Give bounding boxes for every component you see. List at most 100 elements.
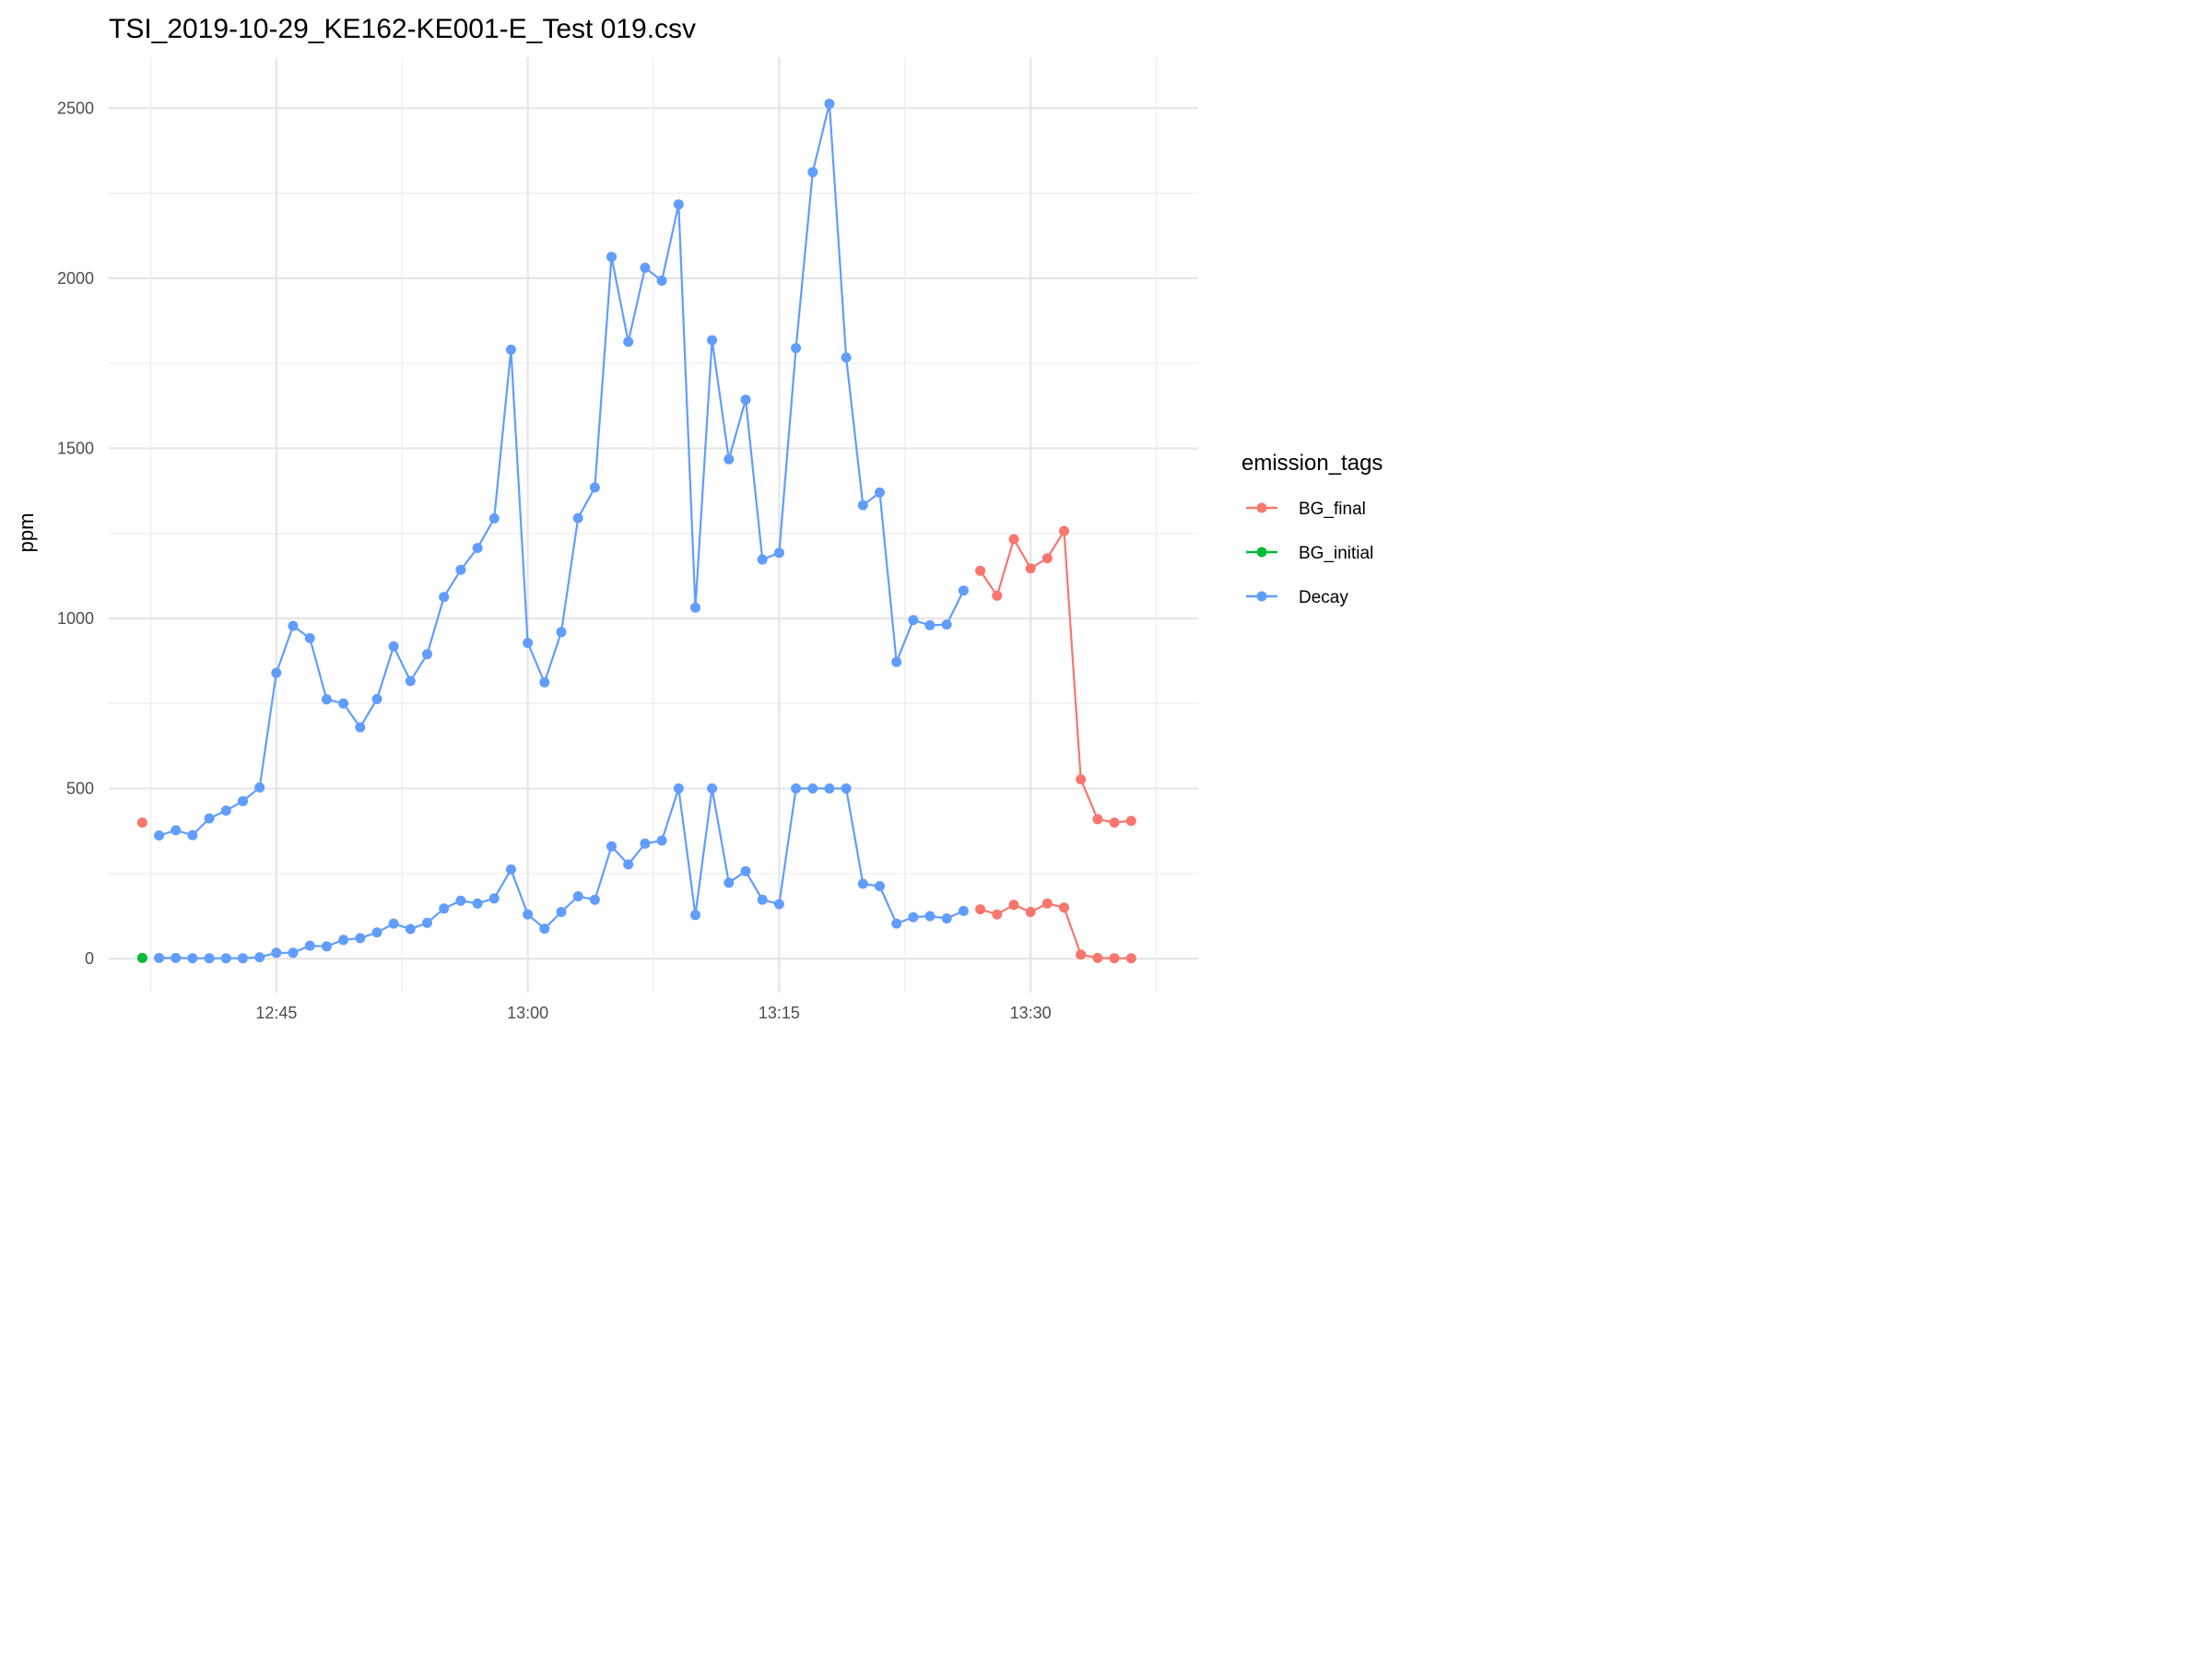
legend-label: BG_final: [1299, 500, 1366, 519]
data-point-BG_final: [1059, 902, 1069, 913]
data-point-BG_final: [1109, 953, 1120, 964]
x-tick-label: 13:00: [507, 1004, 548, 1022]
data-point-Decay: [572, 891, 583, 901]
data-point-Decay: [388, 918, 399, 929]
legend-key-point: [1256, 591, 1267, 602]
data-point-BG_final: [1025, 563, 1036, 574]
legend-item-Decay: Decay: [1246, 588, 1348, 607]
data-point-Decay: [875, 881, 885, 891]
data-point-BG_initial: [136, 952, 147, 963]
series-BG_initial: [136, 818, 147, 828]
data-point-Decay: [271, 947, 282, 959]
data-point-Decay: [355, 933, 366, 944]
data-point-Decay: [505, 344, 516, 355]
data-point-BG_final: [1041, 898, 1053, 909]
data-point-Decay: [338, 698, 349, 709]
data-point-BG_final: [1041, 553, 1053, 564]
series-Decay: [154, 783, 969, 964]
data-point-Decay: [154, 952, 165, 963]
data-point-Decay: [740, 865, 751, 877]
data-point-BG_final: [992, 909, 1003, 920]
data-point-Decay: [690, 602, 700, 613]
data-point-Decay: [707, 783, 718, 794]
series-line-BG_final: [979, 530, 1132, 824]
data-point-Decay: [355, 722, 366, 733]
data-point-Decay: [488, 513, 500, 524]
y-tick-label: 2500: [57, 99, 94, 117]
data-point-Decay: [321, 941, 332, 952]
data-point-Decay: [773, 899, 784, 910]
data-point-Decay: [958, 905, 969, 916]
legend-item-BG_final: BG_final: [1246, 500, 1366, 519]
y-tick-label: 2000: [57, 269, 94, 288]
data-point-Decay: [857, 878, 868, 889]
data-point-Decay: [673, 783, 684, 794]
data-point-Decay: [271, 667, 282, 678]
data-point-Decay: [572, 512, 583, 524]
data-point-Decay: [321, 694, 332, 705]
x-tick-label: 12:45: [255, 1004, 297, 1022]
data-point-Decay: [891, 656, 902, 667]
data-point-Decay: [288, 947, 299, 959]
data-point-Decay: [673, 199, 684, 210]
data-point-Decay: [606, 841, 617, 852]
data-point-Decay: [539, 924, 550, 935]
legend-key-point: [1256, 502, 1267, 513]
data-point-Decay: [204, 813, 215, 824]
data-point-Decay: [220, 953, 231, 964]
y-tick-label: 1500: [57, 439, 94, 457]
series-Decay: [154, 99, 969, 841]
data-point-BG_final: [1076, 949, 1087, 960]
data-point-BG_final: [1125, 816, 1136, 827]
x-tick-label: 13:15: [759, 1004, 800, 1022]
data-point-Decay: [523, 638, 534, 649]
data-point-Decay: [707, 335, 718, 346]
data-point-Decay: [791, 783, 802, 794]
data-point-Decay: [220, 806, 231, 816]
data-point-Decay: [924, 619, 935, 630]
data-point-Decay: [556, 627, 567, 638]
data-point-Decay: [941, 619, 952, 630]
data-point-BG_final: [975, 904, 986, 915]
data-point-BG_final: [1076, 774, 1087, 785]
series-BG_final: [975, 525, 1136, 828]
data-point-Decay: [807, 167, 818, 178]
data-point-Decay: [472, 543, 483, 554]
data-point-Decay: [455, 895, 466, 906]
series-BG_final: [975, 898, 1136, 964]
y-tick-label: 1000: [57, 609, 94, 628]
data-point-Decay: [941, 913, 952, 924]
legend: emission_tags BG_final BG_initial Decay: [1241, 451, 1382, 607]
data-point-Decay: [640, 263, 651, 273]
data-point-Decay: [656, 835, 667, 846]
chart-title: TSI_2019-10-29_KE162-KE001-E_Test 019.cs…: [109, 14, 696, 44]
series: [136, 99, 1136, 964]
data-point-Decay: [841, 783, 852, 794]
data-point-Decay: [472, 898, 483, 909]
data-point-Decay: [724, 877, 735, 888]
data-point-Decay: [422, 649, 432, 660]
legend-item-BG_initial: BG_initial: [1246, 544, 1373, 563]
data-point-Decay: [924, 911, 935, 922]
data-point-Decay: [908, 615, 919, 626]
legend-label: BG_initial: [1299, 544, 1373, 563]
data-point-BG_final: [1059, 525, 1069, 536]
data-point-Decay: [288, 620, 299, 631]
data-point-Decay: [740, 394, 751, 406]
data-point-BG_final: [1008, 534, 1019, 545]
x-tick-label: 13:30: [1010, 1004, 1052, 1022]
y-tick-label: 500: [66, 780, 94, 798]
axes: 0 500 1000 1500 2000 2500 12:45 13:00 13:15 13:30: [57, 99, 1052, 1022]
data-point-Decay: [439, 903, 450, 914]
data-point-Decay: [623, 859, 634, 870]
data-point-Decay: [958, 585, 969, 596]
data-point-Decay: [187, 830, 198, 841]
data-point-Decay: [238, 953, 248, 964]
data-point-Decay: [556, 907, 567, 917]
data-point-Decay: [488, 893, 500, 904]
data-point-Decay: [824, 783, 835, 794]
data-point-BG_final: [975, 565, 986, 576]
data-point-Decay: [690, 910, 700, 921]
data-point-Decay: [824, 99, 835, 110]
series-line-Decay: [159, 102, 965, 837]
